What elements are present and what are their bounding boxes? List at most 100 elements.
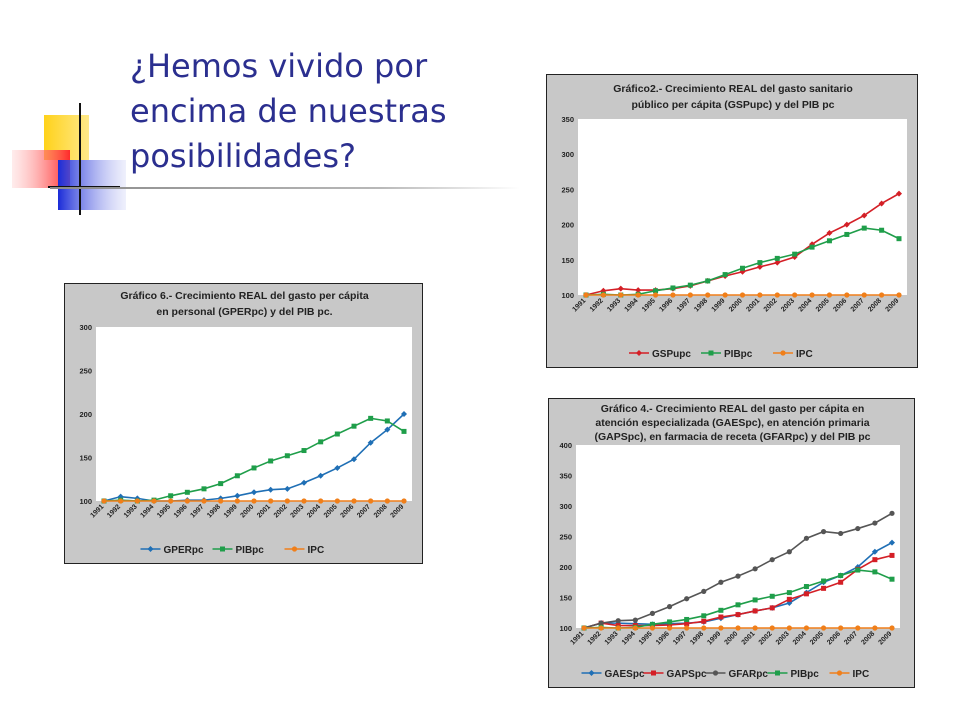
data-point [879, 292, 885, 298]
data-point [217, 495, 224, 502]
x-tick-label: 1998 [689, 630, 705, 646]
slide-title-line-2: encima de nuestras [130, 92, 447, 130]
x-tick-label: 2002 [273, 503, 289, 519]
legend-label: GAPSpc [667, 669, 707, 680]
x-tick-label: 2003 [775, 630, 791, 646]
data-point [757, 292, 763, 298]
data-point [826, 238, 832, 244]
data-point [740, 265, 745, 271]
legend-item: PIBpc [212, 545, 265, 556]
data-point [600, 292, 606, 298]
x-tick-label: 2007 [843, 630, 859, 646]
legend-label: GSPupc [652, 349, 691, 360]
series-ipc [581, 625, 895, 631]
data-point [581, 625, 587, 631]
data-point [301, 448, 307, 454]
data-point [649, 610, 656, 616]
x-tick-label: 2009 [884, 297, 900, 313]
x-tick-label: 1997 [676, 297, 692, 313]
data-point [803, 625, 810, 631]
x-tick-label: 1996 [655, 630, 671, 646]
x-tick-label: 2002 [763, 297, 779, 313]
data-point [351, 456, 357, 463]
data-point [855, 525, 861, 532]
data-point [739, 292, 746, 298]
x-tick-label: 1993 [123, 503, 139, 519]
x-tick-label: 1993 [606, 297, 622, 313]
data-point [201, 486, 207, 492]
data-point [855, 625, 861, 631]
data-point [701, 613, 707, 619]
x-tick-label: 2008 [373, 503, 389, 519]
legend-label: PIBpc [236, 545, 265, 556]
data-point [792, 251, 798, 257]
data-point [718, 579, 724, 585]
data-point [843, 221, 850, 228]
data-point [861, 225, 867, 231]
chart-title-line: Gráfico 4.- Crecimiento REAL del gasto p… [601, 403, 865, 415]
legend-marker [220, 546, 225, 552]
data-point [351, 423, 357, 429]
x-tick-label: 2006 [339, 503, 355, 519]
data-point [267, 486, 274, 493]
data-point [615, 618, 621, 624]
data-point [844, 292, 850, 298]
x-tick-label: 2001 [256, 503, 272, 519]
chart-title-line: en personal (GPERpc) y del PIB pc. [156, 306, 332, 318]
data-point [168, 498, 174, 504]
series-ipc [101, 498, 407, 504]
x-tick-label: 2005 [809, 630, 825, 646]
data-point [687, 292, 693, 298]
data-point [889, 510, 895, 516]
x-tick-label: 1995 [638, 630, 654, 646]
data-point [803, 591, 809, 597]
data-point [318, 498, 324, 504]
legend-label: PIBpc [791, 669, 820, 680]
x-tick-label: 1996 [658, 297, 674, 313]
data-point [872, 569, 878, 575]
x-tick-label: 2006 [832, 297, 848, 313]
data-point [201, 498, 207, 504]
data-point [774, 292, 780, 298]
legend-item: PIBpc [767, 669, 820, 680]
data-point [684, 616, 690, 622]
legend-marker [147, 546, 154, 552]
legend-label: IPC [308, 545, 325, 556]
data-point [844, 231, 850, 237]
data-point [756, 263, 763, 270]
data-point [820, 625, 827, 631]
x-tick-label: 2004 [798, 297, 814, 313]
x-tick-label: 1997 [672, 630, 688, 646]
data-point [871, 548, 878, 555]
data-point [334, 431, 340, 437]
y-tick-label: 200 [559, 563, 572, 572]
data-point [872, 625, 878, 631]
legend-item: PIBpc [701, 349, 753, 360]
data-point [632, 617, 638, 623]
y-tick-label: 150 [561, 256, 574, 265]
legend-item: GFARpc [705, 669, 768, 680]
data-point [598, 620, 604, 626]
data-point [722, 292, 728, 298]
slide-title-line-1: ¿Hemos vivido por [130, 47, 428, 85]
x-tick-label: 1998 [206, 503, 222, 519]
data-point [757, 260, 763, 266]
x-tick-label: 2002 [758, 630, 774, 646]
data-point [234, 492, 241, 499]
data-point [896, 190, 902, 197]
data-point [809, 244, 815, 250]
data-point [368, 415, 374, 421]
data-point [889, 552, 895, 558]
y-tick-label: 150 [559, 594, 572, 603]
legend-marker [291, 546, 298, 552]
data-point [735, 612, 741, 618]
legend-marker [775, 670, 780, 676]
y-tick-label: 300 [79, 323, 92, 332]
data-point [251, 498, 257, 504]
data-point [334, 464, 341, 471]
series-gfarpc [581, 510, 895, 631]
x-tick-label: 1992 [587, 630, 603, 646]
chart-grafico6: Gráfico 6.- Crecimiento REAL del gasto p… [64, 283, 423, 564]
data-point [649, 625, 656, 631]
data-point [705, 292, 711, 298]
